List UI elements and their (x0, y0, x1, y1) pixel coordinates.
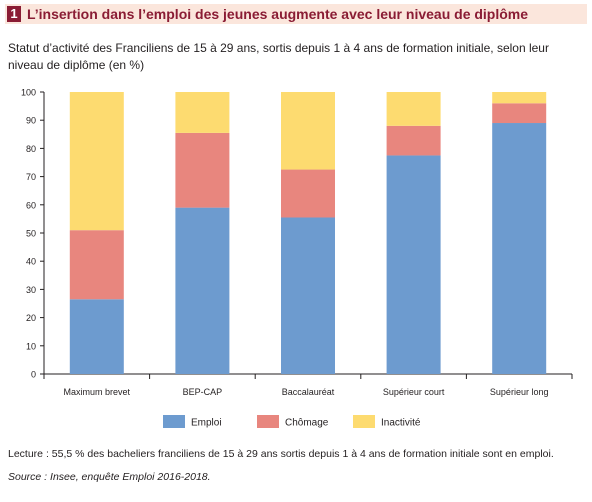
title-bar: 1 L’insertion dans l’emploi des jeunes a… (5, 4, 587, 24)
chart-title: L’insertion dans l’emploi des jeunes aug… (27, 6, 529, 22)
x-tick-label: BEP-CAP (183, 387, 223, 397)
y-tick-label: 10 (26, 341, 36, 351)
bar-inactivit-5 (492, 92, 547, 104)
bar-inactivit-2 (175, 92, 230, 133)
y-tick-label: 40 (26, 257, 36, 267)
bar-chmage-3 (281, 169, 335, 218)
source-note: Source : Insee, enquête Emploi 2016-2018… (8, 471, 211, 483)
legend-swatch (257, 415, 279, 428)
x-tick-label: Maximum brevet (64, 387, 131, 397)
legend-swatch (163, 415, 185, 428)
y-tick-label: 20 (26, 313, 36, 323)
bar-chmage-4 (386, 125, 441, 156)
y-tick-label: 90 (26, 116, 36, 126)
bar-emploi-3 (281, 217, 335, 374)
y-tick-label: 100 (21, 88, 36, 98)
y-tick-label: 30 (26, 285, 36, 295)
legend-label: Emploi (191, 418, 222, 429)
bar-chmage-2 (175, 132, 230, 208)
reading-note: Lecture : 55,5 % des bacheliers francili… (8, 448, 554, 460)
bar-emploi-2 (175, 207, 230, 374)
bar-chmage-1 (69, 230, 124, 300)
x-tick-label: Supérieur court (383, 387, 445, 397)
legend-label: Inactivité (381, 418, 421, 429)
chart-subtitle: Statut d’activité des Franciliens de 15 … (8, 41, 549, 72)
legend-swatch (353, 415, 375, 428)
y-tick-label: 50 (26, 229, 36, 239)
figure-number: 1 (7, 6, 21, 22)
x-tick-label: Supérieur long (490, 387, 549, 397)
bar-emploi-4 (386, 155, 441, 374)
x-tick-label: Baccalauréat (282, 387, 335, 397)
bar-emploi-5 (492, 123, 547, 375)
y-tick-label: 70 (26, 172, 36, 182)
y-tick-label: 0 (31, 370, 36, 380)
legend-label: Chômage (285, 418, 329, 429)
bar-inactivit-4 (386, 92, 441, 126)
bar-inactivit-1 (69, 92, 124, 231)
bar-emploi-1 (69, 299, 124, 374)
y-tick-label: 80 (26, 144, 36, 154)
stacked-bar-chart: 0 10 20 30 40 50 60 70 80 90 100 Maximum brevet BEP-… (21, 88, 573, 429)
bar-inactivit-3 (281, 92, 335, 170)
y-tick-label: 60 (26, 200, 36, 210)
bar-chmage-5 (492, 103, 547, 124)
